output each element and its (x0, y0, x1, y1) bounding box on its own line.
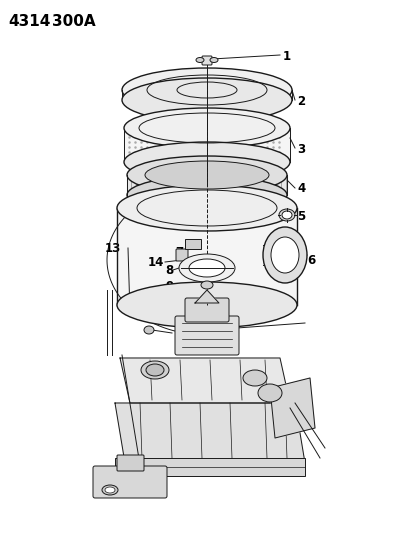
FancyBboxPatch shape (115, 458, 304, 476)
Ellipse shape (242, 370, 266, 386)
Polygon shape (124, 128, 289, 162)
Ellipse shape (122, 78, 291, 122)
Ellipse shape (195, 58, 204, 62)
Ellipse shape (117, 282, 296, 328)
Ellipse shape (102, 485, 118, 495)
Polygon shape (127, 175, 286, 195)
FancyBboxPatch shape (175, 316, 238, 355)
Ellipse shape (257, 384, 281, 402)
Text: 3: 3 (296, 142, 304, 156)
Text: 4314: 4314 (8, 14, 50, 29)
Text: 300A: 300A (52, 14, 95, 29)
Ellipse shape (105, 487, 115, 493)
Ellipse shape (124, 142, 289, 182)
Ellipse shape (201, 281, 212, 289)
Polygon shape (120, 358, 289, 403)
FancyBboxPatch shape (185, 239, 201, 249)
Text: 2: 2 (296, 94, 304, 108)
Text: 8: 8 (165, 263, 173, 277)
FancyBboxPatch shape (176, 249, 188, 261)
Ellipse shape (177, 82, 236, 98)
Text: 5: 5 (296, 209, 304, 222)
Ellipse shape (178, 254, 235, 282)
Ellipse shape (122, 68, 291, 112)
Ellipse shape (141, 361, 169, 379)
FancyBboxPatch shape (117, 455, 144, 471)
Ellipse shape (281, 211, 291, 219)
Ellipse shape (278, 209, 294, 221)
Text: 12: 12 (154, 214, 171, 227)
Ellipse shape (146, 364, 164, 376)
Ellipse shape (189, 259, 224, 277)
Polygon shape (117, 208, 296, 305)
FancyBboxPatch shape (202, 56, 211, 65)
Ellipse shape (145, 161, 268, 189)
Ellipse shape (117, 185, 296, 231)
Text: 9: 9 (165, 280, 173, 294)
Polygon shape (195, 290, 218, 303)
Text: 14: 14 (147, 255, 164, 269)
Text: 13: 13 (105, 241, 121, 254)
Text: 10: 10 (296, 399, 313, 411)
Text: 7: 7 (175, 246, 183, 259)
Ellipse shape (209, 58, 218, 62)
Polygon shape (115, 403, 304, 463)
Text: 1: 1 (282, 50, 290, 62)
Polygon shape (269, 378, 314, 438)
FancyBboxPatch shape (185, 298, 228, 322)
Text: 6: 6 (306, 254, 314, 268)
Ellipse shape (124, 108, 289, 148)
Ellipse shape (271, 237, 298, 273)
Ellipse shape (144, 326, 154, 334)
FancyBboxPatch shape (93, 466, 166, 498)
Text: 11: 11 (93, 481, 109, 494)
Ellipse shape (127, 156, 286, 194)
Ellipse shape (262, 227, 306, 283)
Ellipse shape (127, 176, 286, 214)
Text: 4: 4 (296, 182, 304, 196)
